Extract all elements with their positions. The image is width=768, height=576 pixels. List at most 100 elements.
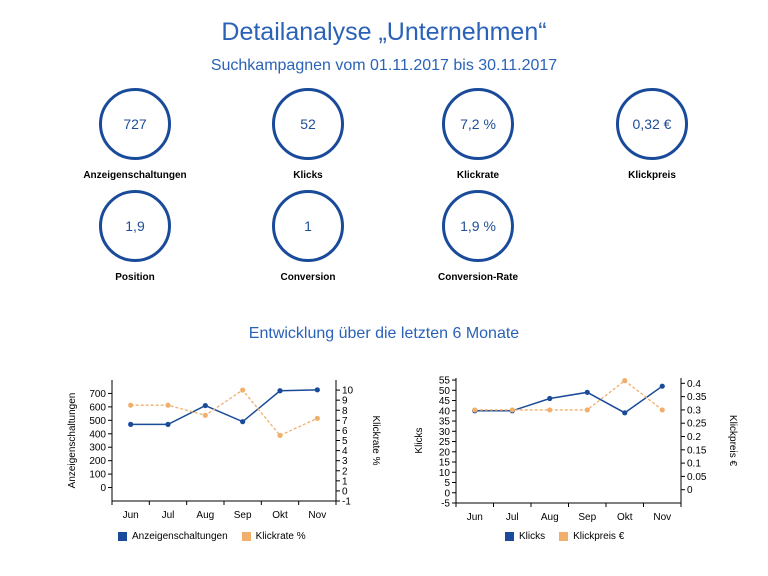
metric-position: 1,9 Position [65,190,205,283]
y2-tick-label: 10 [342,386,354,397]
legend-chart2: Klicks Klickpreis € [505,531,638,542]
data-point [472,407,478,413]
legend-swatch [559,532,569,541]
metric-klicks: 52 Klicks [238,88,378,181]
y2-tick-label: 0 [342,486,348,497]
data-point [165,421,171,427]
y-tick-label: 700 [89,389,106,400]
metric-label: Conversion-Rate [437,272,518,283]
y-tick-label: 25 [439,437,451,448]
y2-tick-label: -1 [342,497,351,508]
y-tick-label: 300 [89,443,106,454]
x-tick-label: Nov [308,510,326,521]
data-point [547,395,553,402]
y-axis-label: Anzeigenschaltungen [67,393,78,489]
x-tick-label: Okt [617,512,633,523]
data-point [314,415,320,421]
metric-value: 1,9 [99,190,171,262]
series-line [474,379,663,411]
data-point [277,388,283,394]
legend-item: Klicks [505,531,545,542]
y2-tick-label: 3 [342,456,348,467]
x-tick-label: Nov [653,512,671,523]
data-point [622,378,628,384]
y-tick-label: 600 [89,402,106,413]
metric-klickrate: 7,2 % Klickrate [408,88,548,181]
data-point [128,421,134,427]
legend-label: Klickrate % [255,531,306,542]
legend-item: Klickpreis € [559,531,624,542]
data-point [202,412,208,418]
data-point [584,407,590,413]
metric-conversion: 1 Conversion [238,190,378,283]
y2-tick-label: 0.2 [687,432,701,443]
y-tick-label: 35 [439,417,451,428]
metric-label: Klicks [293,170,323,181]
metric-conversion-rate: 1,9 % Conversion-Rate [408,190,548,283]
y2-tick-label: 4 [342,446,348,457]
legend-swatch [241,532,251,541]
y2-tick-label: 0.3 [687,405,701,416]
y-tick-label: 200 [89,456,106,467]
y-tick-label: 20 [439,447,451,458]
data-point [659,407,665,413]
legend-swatch [118,532,127,541]
y2-tick-label: 0.15 [687,445,707,456]
metric-label: Klickpreis [628,170,676,181]
y-tick-label: 55 [439,376,451,387]
legend-chart1: Anzeigenschaltungen Klickrate % [118,531,320,542]
metric-value: 727 [99,88,171,160]
data-point [128,402,134,408]
legend-swatch [505,532,514,541]
x-tick-label: Jul [506,512,519,523]
metric-value: 0,32 € [616,88,688,160]
y-tick-label: 0 [444,488,450,499]
y2-tick-label: 0.05 [687,472,707,483]
x-tick-label: Sep [234,510,252,521]
y-tick-label: 40 [439,406,451,417]
y2-tick-label: 0 [687,485,693,496]
metric-klickpreis: 0,32 € Klickpreis [582,88,722,181]
y-tick-label: 100 [89,470,106,481]
y2-tick-label: 6 [342,426,348,437]
data-point [202,402,208,409]
y-tick-label: 15 [439,458,451,469]
data-point [314,387,320,393]
metric-value: 1 [272,190,344,262]
x-tick-label: Jul [162,510,175,521]
y-tick-label: 10 [439,468,451,479]
legend-item: Klickrate % [241,531,306,542]
y-tick-label: 500 [89,416,106,427]
metric-label: Klickrate [456,170,500,181]
data-point [509,407,515,413]
y2-tick-label: 5 [342,436,348,447]
data-point [165,402,171,408]
y-tick-label: 45 [439,396,451,407]
data-point [240,419,246,425]
y2-axis-label: Klickpreis € [727,415,738,467]
y-tick-label: 50 [439,386,451,397]
metric-anzeigenschaltungen: 727 Anzeigenschaltungen [65,88,205,181]
y2-tick-label: 0.1 [687,459,701,470]
series-line [474,385,663,414]
page-subtitle: Suchkampagnen vom 01.11.2017 bis 30.11.2… [210,57,558,74]
page-title: Detailanalyse „Unternehmen“ [221,18,547,46]
metric-value: 7,2 % [442,88,514,160]
data-point [240,387,246,393]
y-axis-label: Klicks [414,427,425,453]
section-title: Entwicklung über die letzten 6 Monate [248,325,520,342]
metric-label: Anzeigenschaltungen [83,170,187,181]
y2-tick-label: 0.25 [687,419,707,430]
y2-tick-label: 7 [342,416,348,427]
data-point [584,389,590,395]
legend-label: Klicks [519,531,546,542]
x-tick-label: Jun [467,512,483,523]
y2-tick-label: 0.4 [687,379,701,390]
data-point [622,410,628,416]
metric-label: Conversion [280,272,336,283]
metric-label: Position [115,272,155,283]
series-line [130,389,318,437]
data-point [547,407,553,413]
y2-tick-label: 9 [342,396,348,407]
